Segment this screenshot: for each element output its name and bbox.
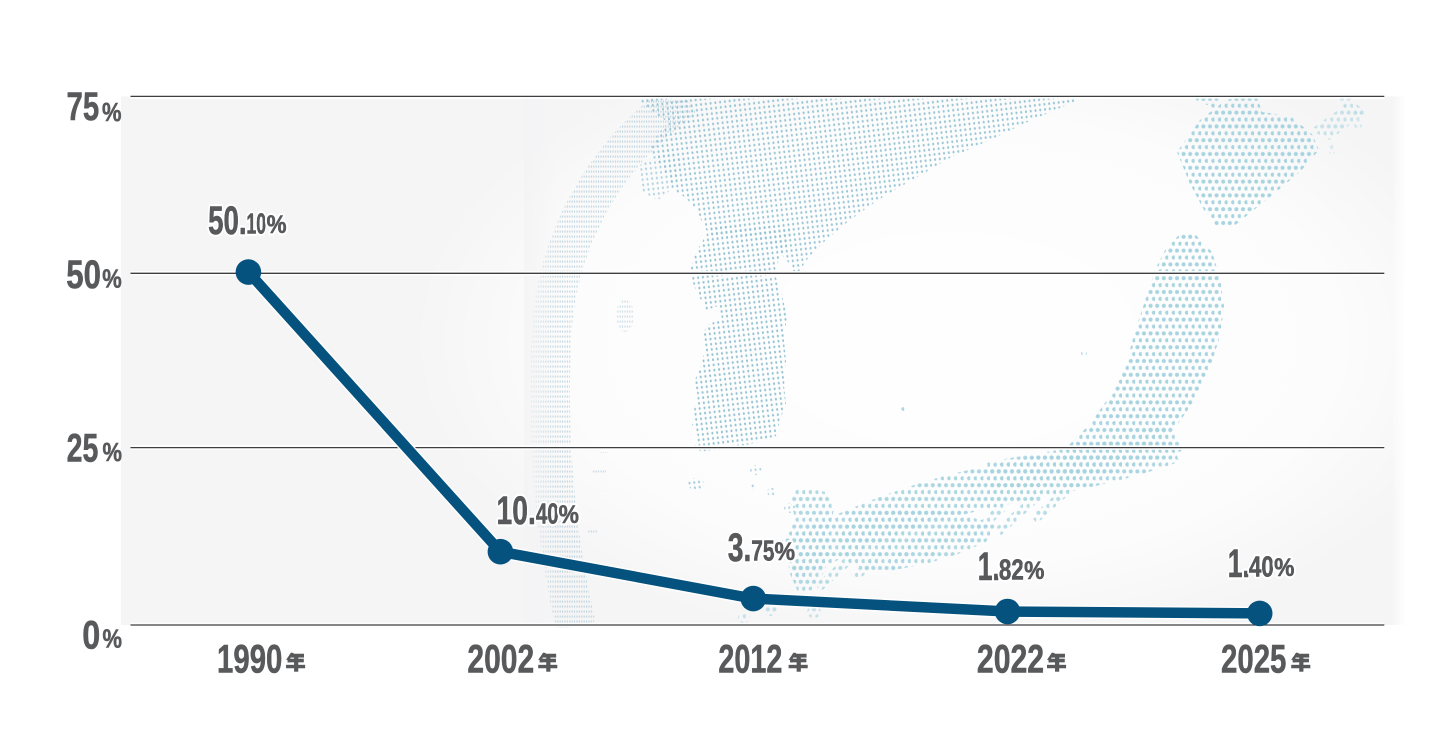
svg-text:%: %	[102, 97, 122, 127]
svg-text:1.: 1.	[1228, 542, 1250, 586]
svg-text:50.: 50.	[208, 199, 246, 243]
svg-text:%: %	[103, 437, 123, 467]
svg-text:3.: 3.	[728, 526, 752, 570]
svg-text:%: %	[775, 538, 796, 566]
svg-text:0: 0	[82, 614, 100, 658]
svg-text:10.: 10.	[497, 489, 536, 533]
svg-text:40: 40	[1249, 552, 1274, 584]
svg-text:1.: 1.	[978, 545, 1000, 589]
svg-text:50.: 50.	[208, 199, 246, 243]
svg-text:%: %	[102, 264, 122, 294]
svg-text:1.: 1.	[978, 545, 1000, 589]
svg-text:1990: 1990	[217, 638, 282, 682]
svg-text:%: %	[1274, 554, 1294, 582]
svg-text:%: %	[775, 538, 796, 566]
svg-text:82: 82	[999, 555, 1024, 587]
svg-text:10: 10	[246, 209, 266, 241]
svg-text:25: 25	[67, 427, 99, 471]
svg-text:%: %	[1024, 557, 1044, 585]
svg-text:%: %	[1274, 554, 1294, 582]
svg-text:2002: 2002	[467, 638, 534, 682]
svg-text:3.: 3.	[728, 526, 752, 570]
svg-text:2012: 2012	[718, 638, 782, 682]
svg-text:%: %	[267, 211, 287, 239]
svg-text:2022: 2022	[977, 638, 1044, 682]
svg-text:40: 40	[536, 499, 559, 531]
svg-text:82: 82	[999, 555, 1024, 587]
svg-text:40: 40	[536, 499, 559, 531]
svg-text:%: %	[267, 211, 287, 239]
svg-text:10: 10	[246, 209, 266, 241]
svg-text:1.: 1.	[1228, 542, 1250, 586]
svg-text:75: 75	[751, 535, 774, 567]
svg-text:%: %	[103, 624, 123, 654]
svg-text:2025: 2025	[1221, 638, 1286, 682]
svg-text:50: 50	[66, 253, 101, 297]
svg-text:%: %	[559, 501, 579, 529]
svg-text:75: 75	[751, 535, 774, 567]
svg-text:%: %	[1024, 557, 1044, 585]
svg-text:75: 75	[67, 85, 100, 129]
svg-text:40: 40	[1249, 552, 1274, 584]
svg-text:10.: 10.	[497, 489, 536, 533]
svg-text:%: %	[559, 501, 579, 529]
